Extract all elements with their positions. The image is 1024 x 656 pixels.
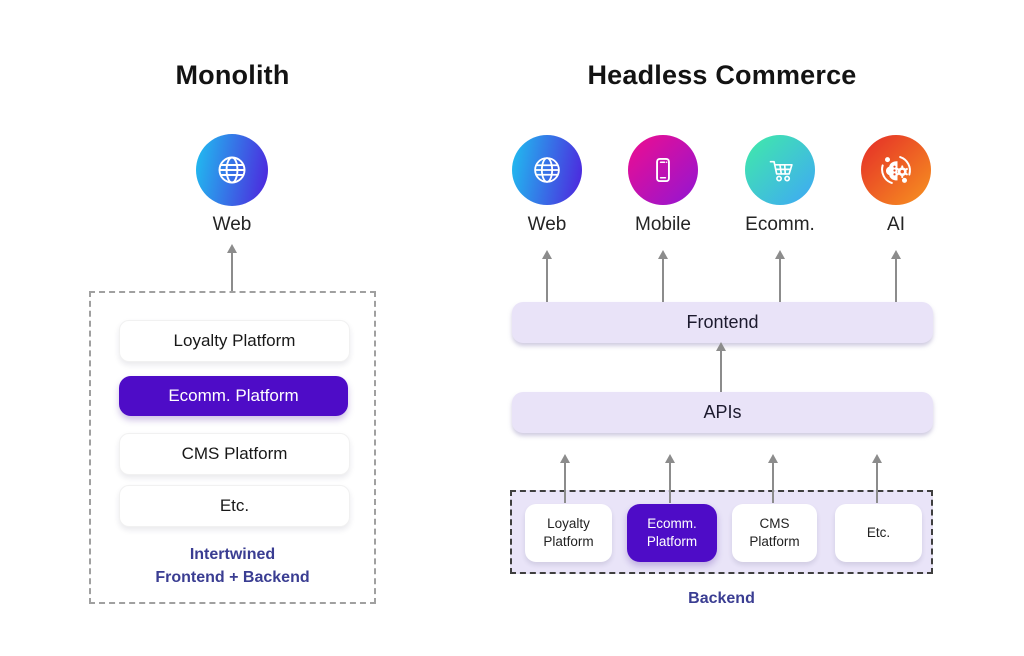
ai-brain-gear-icon	[861, 135, 931, 205]
frontend-layer-bar: Frontend	[512, 302, 933, 343]
arrow-frontend-to-ai	[891, 250, 901, 302]
channel-label-ai: AI	[887, 214, 905, 235]
arrow-frontend-to-ecomm	[775, 250, 785, 302]
backend-card-loyalty: Loyalty Platform	[525, 504, 612, 562]
shopping-cart-icon	[745, 135, 815, 205]
monolith-caption-line2: Frontend + Backend	[155, 569, 310, 586]
channel-label-mobile: Mobile	[635, 214, 691, 235]
backend-card-ecomm: Ecomm. Platform	[627, 504, 717, 562]
monolith-stack-box: Loyalty Platform Ecomm. Platform CMS Pla…	[89, 291, 376, 604]
channel-label-web: Web	[527, 214, 567, 235]
channel-label-ecomm: Ecomm.	[745, 214, 815, 235]
globe-icon	[196, 134, 268, 206]
stack-item-cms: CMS Platform	[119, 433, 350, 475]
stack-item-etc: Etc.	[119, 485, 350, 527]
backend-card-cms: CMS Platform	[732, 504, 817, 562]
arrow-loyalty-to-apis	[560, 454, 570, 503]
arrow-frontend-to-web	[542, 250, 552, 302]
monolith-title: Monolith	[175, 60, 290, 90]
backend-services-box: Loyalty Platform Ecomm. Platform CMS Pla…	[510, 490, 933, 574]
arrow-ecomm-to-apis	[665, 454, 675, 503]
stack-item-ecomm: Ecomm. Platform	[119, 376, 348, 416]
stack-item-loyalty: Loyalty Platform	[119, 320, 350, 362]
apis-layer-bar: APIs	[512, 392, 933, 433]
smartphone-icon	[628, 135, 698, 205]
monolith-channel-label: Web	[212, 214, 252, 235]
headless-title: Headless Commerce	[587, 60, 857, 90]
monolith-caption-line1: Intertwined	[189, 546, 276, 563]
arrow-cms-to-apis	[767, 454, 778, 503]
monolith-caption: Intertwined Frontend + Backend	[91, 543, 374, 589]
arrow-frontend-to-mobile	[658, 250, 668, 302]
backend-caption: Backend	[688, 590, 755, 607]
backend-card-etc: Etc.	[835, 504, 922, 562]
arrow-apis-to-frontend	[716, 342, 726, 392]
globe-icon	[512, 135, 582, 205]
arrow-monolith-to-web	[226, 244, 237, 291]
arrow-etc-to-apis	[871, 454, 882, 503]
